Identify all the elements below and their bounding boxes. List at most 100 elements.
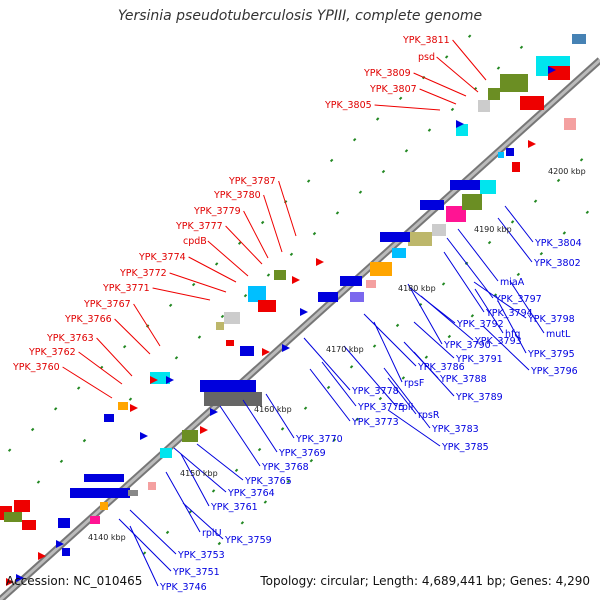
tick-mark xyxy=(36,480,41,484)
gene-label: YPK_3811 xyxy=(402,35,450,46)
tick-mark xyxy=(332,438,337,442)
tick-mark xyxy=(289,252,294,257)
leader-line xyxy=(242,399,278,453)
gene-label: miaA xyxy=(500,277,525,288)
leader-line xyxy=(180,453,210,507)
tick-mark xyxy=(395,323,400,328)
tick-mark xyxy=(286,479,291,484)
tick-mark xyxy=(355,417,360,422)
gene-arrow xyxy=(528,140,536,148)
gene-label: YPK_3759 xyxy=(224,535,272,546)
gene-label: YPK_3809 xyxy=(363,68,411,79)
gene-arrow xyxy=(292,276,300,284)
tick-mark xyxy=(510,220,515,224)
gene-label: YPK_3780 xyxy=(213,190,261,201)
leader-line xyxy=(188,256,237,283)
gene-label: YPK_3753 xyxy=(177,550,225,561)
leader-line xyxy=(129,509,177,555)
gene-feature xyxy=(370,262,392,276)
kbp-label: 4160 kbp xyxy=(254,405,292,414)
leader-line xyxy=(457,228,499,282)
leader-line xyxy=(118,518,172,572)
gene-feature xyxy=(488,88,500,100)
leader-line xyxy=(225,225,263,265)
gene-arrow xyxy=(140,432,148,440)
leader-line xyxy=(169,272,227,293)
gene-feature xyxy=(500,74,528,92)
gene-label: rpsF xyxy=(404,378,424,389)
gene-arrow xyxy=(282,344,290,352)
gene-label: YPK_3746 xyxy=(159,582,207,593)
leader-line xyxy=(196,443,244,481)
tick-mark xyxy=(579,158,584,162)
tick-mark xyxy=(82,438,87,443)
gene-feature xyxy=(380,232,410,242)
leader-line xyxy=(413,72,467,97)
gene-arrow xyxy=(548,66,556,74)
gene-feature xyxy=(62,548,70,556)
map-title: Yersinia pseudotuberculosis YPIII, compl… xyxy=(117,8,483,24)
gene-feature xyxy=(340,276,362,286)
leader-line xyxy=(219,405,261,467)
gene-label: rpsR xyxy=(418,410,440,421)
gene-feature xyxy=(204,392,262,406)
tick-mark xyxy=(306,179,311,183)
gene-label: YPK_3762 xyxy=(28,347,76,358)
gene-label: YPK_3773 xyxy=(351,417,399,428)
gene-label: rplU xyxy=(202,528,222,539)
tick-mark xyxy=(516,272,521,277)
gene-arrow xyxy=(316,258,324,266)
tick-mark xyxy=(280,427,285,431)
tick-mark xyxy=(217,541,222,546)
gene-feature xyxy=(216,322,224,330)
gene-label: YPK_3790 xyxy=(443,340,491,351)
gene-feature xyxy=(366,280,376,288)
leader-line xyxy=(446,237,494,299)
leader-line xyxy=(383,367,431,429)
tick-mark xyxy=(467,34,472,38)
gene-feature xyxy=(224,312,240,324)
gene-arrow xyxy=(16,574,24,582)
gene-feature xyxy=(480,180,496,194)
tick-mark xyxy=(441,282,446,286)
gene-feature xyxy=(512,162,520,172)
gene-label: YPK_3802 xyxy=(533,258,581,269)
gene-arrow xyxy=(150,376,158,384)
tick-mark xyxy=(59,459,64,464)
tick-mark xyxy=(197,335,202,339)
gene-label: YPK_3774 xyxy=(138,252,186,263)
tick-mark xyxy=(381,169,386,174)
kbp-label: 4170 kbp xyxy=(326,345,364,354)
gene-label: YPK_3786 xyxy=(417,362,465,373)
gene-label: YPK_3797 xyxy=(494,294,542,305)
gene-label: YPK_3763 xyxy=(46,333,94,344)
kbp-label: 4180 kbp xyxy=(398,284,436,293)
gene-feature xyxy=(318,292,338,302)
gene-feature xyxy=(182,430,198,442)
tick-mark xyxy=(257,447,262,452)
gene-label: YPK_3769 xyxy=(278,448,326,459)
gene-label: YPK_3787 xyxy=(228,176,276,187)
gene-label: YPK_3796 xyxy=(530,366,578,377)
gene-label: mutL xyxy=(546,329,571,340)
gene-feature xyxy=(506,148,514,156)
gene-feature xyxy=(248,286,266,302)
tick-mark xyxy=(539,251,544,256)
tick-mark xyxy=(128,397,133,401)
gene-label: YPK_3770 xyxy=(295,434,343,445)
gene-feature xyxy=(432,224,446,236)
gene-label: YPK_3764 xyxy=(227,488,275,499)
tick-mark xyxy=(7,448,12,452)
gene-label: YPK_3793 xyxy=(474,336,522,347)
gene-label: YPK_3789 xyxy=(455,392,503,403)
gene-feature xyxy=(462,194,482,210)
gene-feature xyxy=(446,206,466,222)
gene-feature xyxy=(456,124,468,136)
gene-label: YPK_3777 xyxy=(175,221,223,232)
gene-label: YPK_3804 xyxy=(534,238,582,249)
tick-mark xyxy=(309,458,314,463)
tick-mark xyxy=(427,128,432,132)
leader-line xyxy=(509,280,545,334)
tick-mark xyxy=(53,407,58,411)
